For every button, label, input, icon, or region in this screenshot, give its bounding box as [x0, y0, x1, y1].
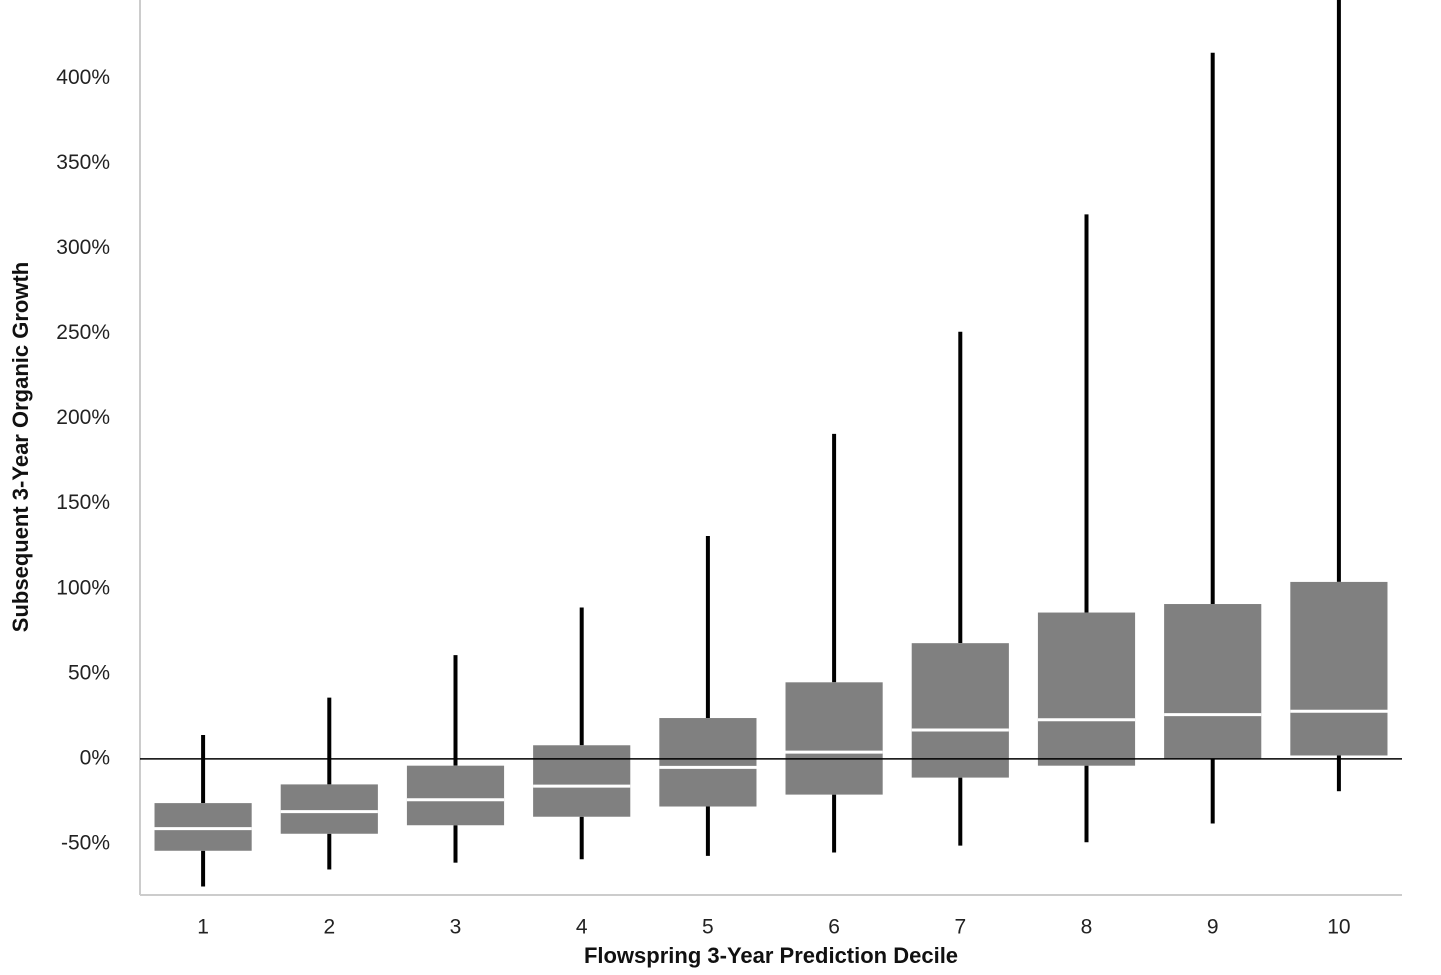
box [280, 784, 378, 834]
box [533, 745, 631, 817]
x-tick-label: 9 [1207, 916, 1219, 939]
y-tick-label: 350% [56, 151, 110, 174]
y-tick-label: 150% [56, 491, 110, 514]
y-tick-label: 100% [56, 576, 110, 599]
y-tick-label: 400% [56, 66, 110, 89]
box [911, 643, 1009, 778]
box [1164, 604, 1262, 759]
x-tick-label: 6 [828, 916, 840, 939]
box [154, 803, 252, 851]
x-axis-title: Flowspring 3-Year Prediction Decile [584, 943, 958, 968]
y-tick-label: 50% [68, 661, 110, 684]
box [659, 718, 757, 807]
box [1290, 581, 1388, 756]
x-tick-label: 3 [450, 916, 462, 939]
x-tick-label: 1 [197, 916, 209, 939]
box [1037, 612, 1136, 766]
x-tick-label: 4 [576, 916, 588, 939]
x-tick-label: 7 [954, 916, 966, 939]
y-tick-label: 250% [56, 321, 110, 344]
y-tick-label: 300% [56, 236, 110, 259]
y-tick-label: 0% [80, 746, 110, 769]
y-tick-label: 200% [56, 406, 110, 429]
x-tick-label: 5 [702, 916, 714, 939]
x-tick-label: 2 [323, 916, 335, 939]
x-tick-label: 10 [1327, 916, 1350, 939]
box [785, 682, 883, 795]
x-tick-label: 8 [1081, 916, 1093, 939]
y-axis-title: Subsequent 3-Year Organic Growth [8, 262, 33, 632]
y-tick-label: -50% [61, 832, 110, 855]
box [406, 765, 505, 826]
